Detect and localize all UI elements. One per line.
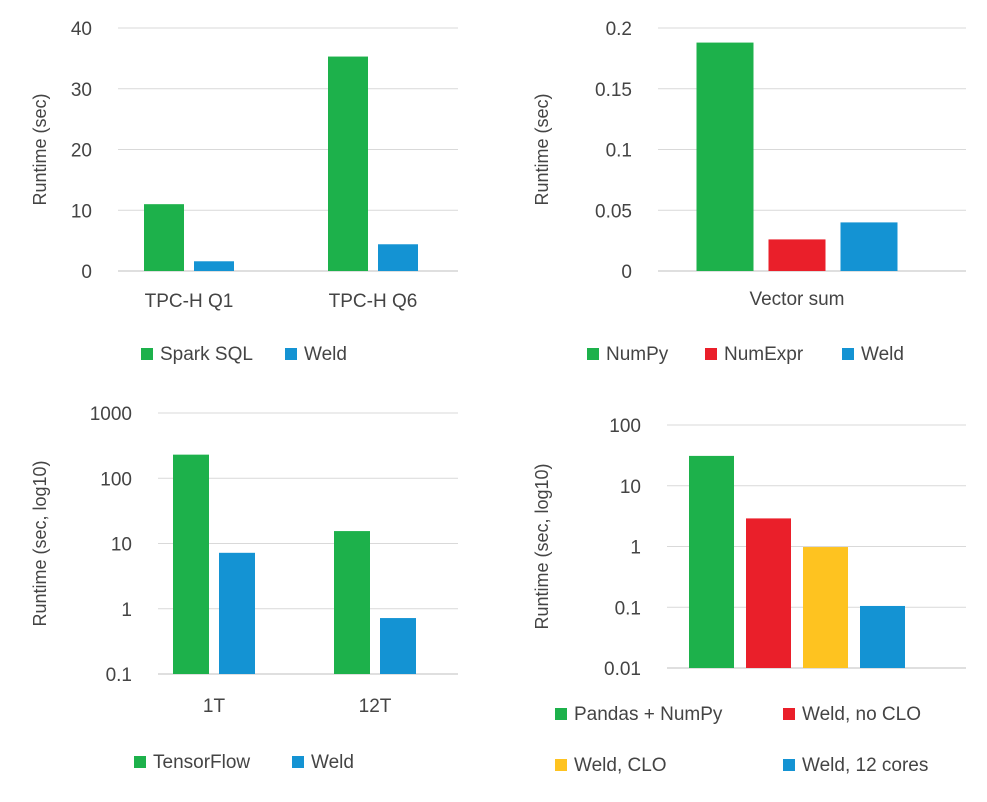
y-axis-label: Runtime (sec, log10) (532, 463, 552, 629)
y-tick-label: 0.1 (106, 665, 132, 686)
y-tick-label: 100 (100, 469, 132, 490)
y-axis-label: Runtime (sec, log10) (30, 460, 50, 626)
category-label: TPC-H Q1 (145, 291, 234, 312)
legend-swatch (555, 708, 567, 720)
bar (219, 552, 255, 674)
legend: Pandas + NumPy Weld, no CLO Weld, CLO Weld,… (555, 704, 928, 776)
y-axis-label: Runtime (sec) (532, 93, 552, 205)
legend-entry: TensorFlow (153, 752, 250, 773)
bar (173, 454, 209, 674)
legend-entry: Weld (311, 752, 354, 773)
legend-swatch (842, 348, 854, 360)
y-tick-label: 100 (609, 416, 641, 437)
legend-entry: Pandas + NumPy (574, 704, 723, 725)
bar (840, 222, 898, 271)
category-label: 1T (203, 696, 226, 717)
y-tick-label: 20 (71, 141, 92, 162)
legend-swatch (587, 348, 599, 360)
y-tick-label: 0.2 (606, 19, 632, 40)
legend-swatch (134, 756, 146, 768)
legend-entry: Weld, no CLO (802, 704, 921, 725)
y-tick-label: 1 (121, 600, 132, 621)
legend-swatch (783, 708, 795, 720)
y-tick-label: 10 (71, 201, 92, 222)
category-label: 12T (359, 696, 392, 717)
legend-entry: Weld (861, 344, 904, 365)
bar (328, 56, 368, 271)
y-tick-label: 10 (620, 477, 641, 498)
y-tick-label: 1000 (90, 404, 132, 425)
chart-panel-1: 0 10 20 30 40 Runtime (sec) TPC-H Q1 TPC-H Q6 Sp… (30, 19, 458, 365)
bar (860, 605, 905, 668)
legend-swatch (555, 759, 567, 771)
legend-entry: Weld, 12 cores (802, 755, 928, 776)
y-tick-label: 0 (81, 262, 92, 283)
y-tick-label: 30 (71, 80, 92, 101)
legend-swatch (141, 348, 153, 360)
bar (689, 455, 734, 668)
legend-entry: Weld, CLO (574, 755, 667, 776)
y-tick-label: 1 (630, 538, 641, 559)
legend: NumPy NumExpr Weld (587, 344, 904, 365)
bar (144, 204, 184, 271)
y-axis-label: Runtime (sec) (30, 93, 50, 205)
y-tick-label: 0.1 (615, 598, 641, 619)
chart-panel-3: 0.1 1 10 100 1000 Runtime (sec, log10) 1T 12T Te… (30, 404, 458, 773)
y-tick-label: 0.01 (604, 659, 641, 680)
chart-panel-4: 0.01 0.1 1 10 100 Runtime (sec, log10) Pandas … (532, 416, 966, 776)
y-tick-label: 40 (71, 19, 92, 40)
bar (768, 239, 826, 271)
y-tick-label: 0.05 (595, 201, 632, 222)
legend-entry: Spark SQL (160, 344, 253, 365)
legend-entry: NumPy (606, 344, 669, 365)
legend-swatch (285, 348, 297, 360)
bar (696, 42, 754, 271)
bar (378, 244, 418, 271)
chart-panel-2: 0 0.05 0.1 0.15 0.2 Runtime (sec) Vector sum Nu… (532, 19, 966, 365)
y-tick-label: 10 (111, 535, 132, 556)
legend-swatch (705, 348, 717, 360)
legend: TensorFlow Weld (134, 752, 354, 773)
category-label: Vector sum (749, 289, 844, 310)
bar (746, 518, 791, 668)
category-label: TPC-H Q6 (329, 291, 418, 312)
y-tick-label: 0.1 (606, 141, 632, 162)
bar (803, 547, 848, 668)
legend-entry: NumExpr (724, 344, 804, 365)
bar (380, 618, 416, 674)
bar (334, 531, 370, 674)
legend: Spark SQL Weld (141, 344, 347, 365)
y-tick-label: 0.15 (595, 80, 632, 101)
legend-entry: Weld (304, 344, 347, 365)
legend-swatch (292, 756, 304, 768)
bar (194, 261, 234, 271)
legend-swatch (783, 759, 795, 771)
y-tick-label: 0 (621, 262, 632, 283)
